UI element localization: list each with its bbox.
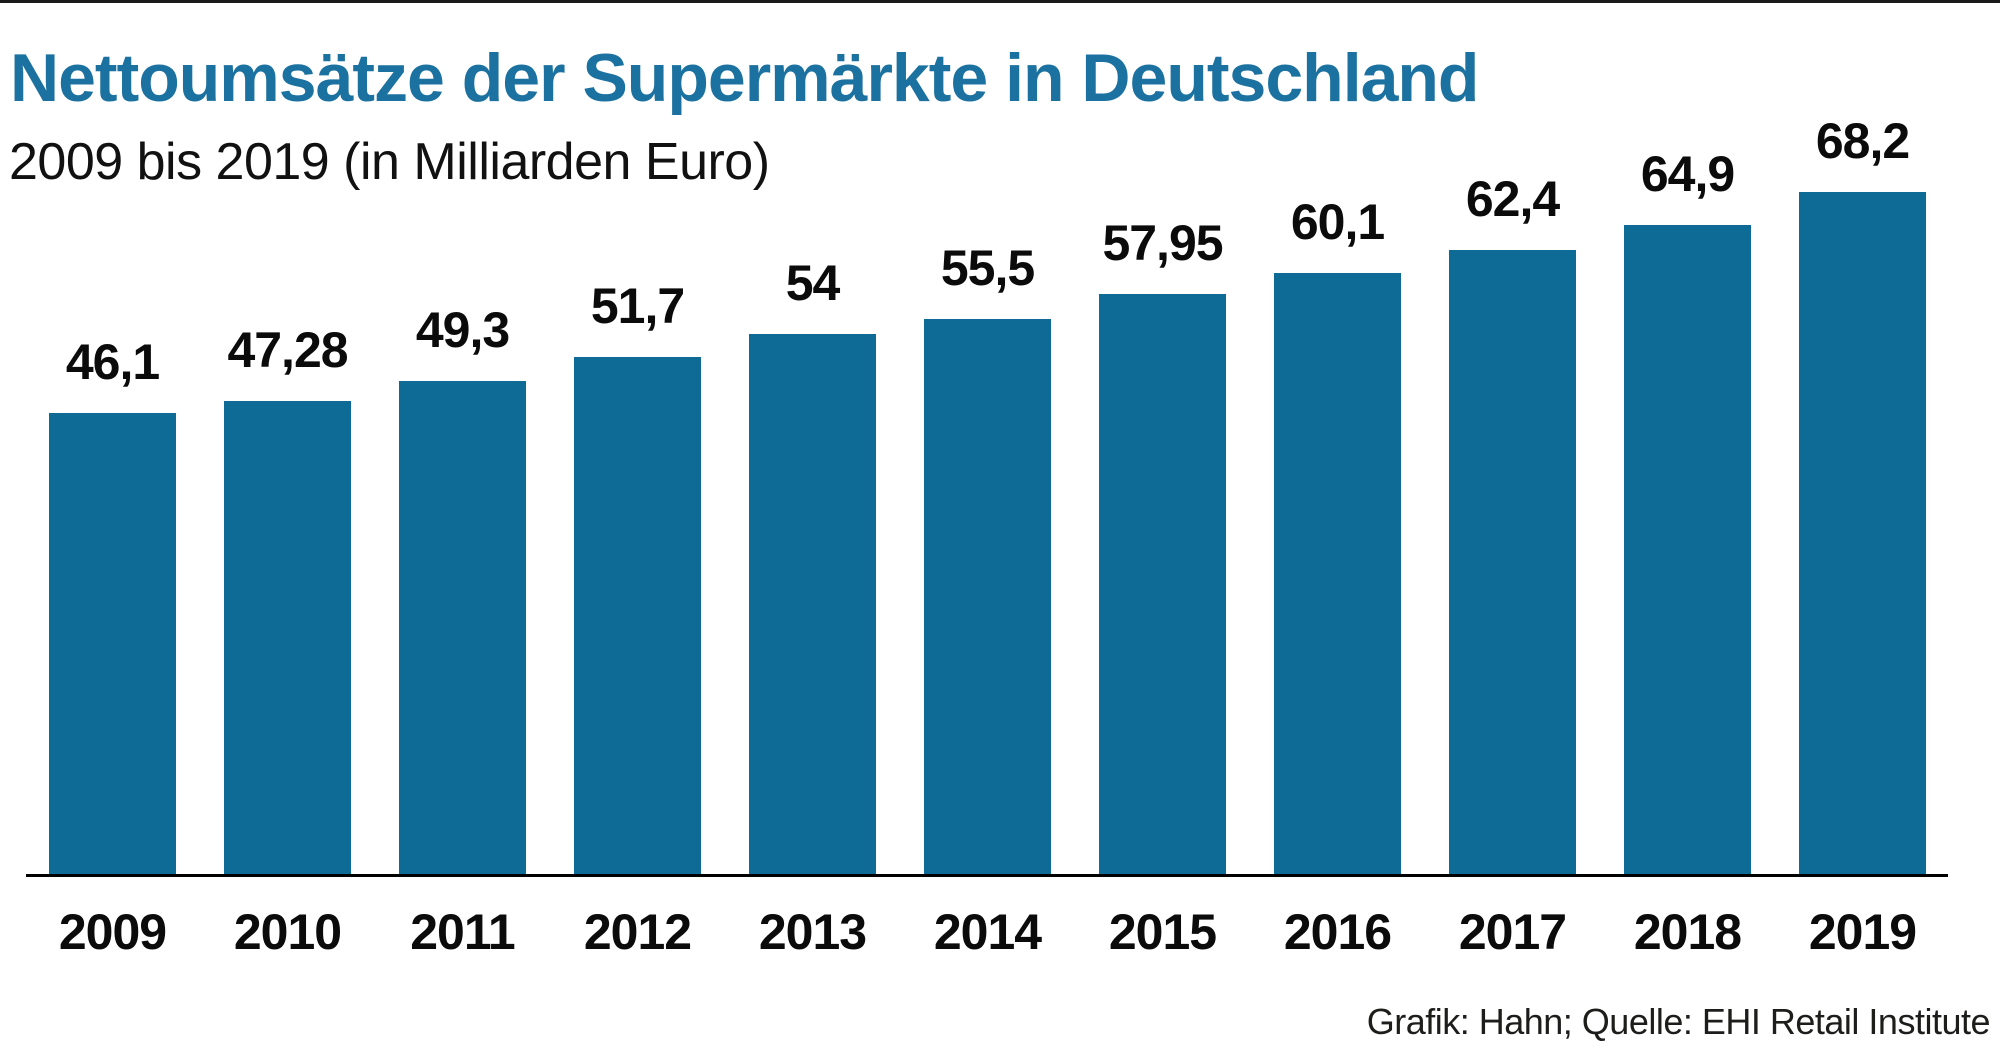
top-border-rule [0, 0, 2000, 3]
value-label-2017: 62,4 [1465, 171, 1560, 227]
value-label-2011: 49,3 [415, 302, 510, 358]
value-label-2010: 47,28 [227, 322, 348, 378]
bar-2010 [224, 401, 351, 874]
bar-2014 [924, 319, 1051, 874]
value-label-2013: 54 [785, 255, 841, 311]
year-label-2011: 2011 [410, 904, 515, 960]
value-label-2014: 55,5 [940, 240, 1035, 296]
value-label-2009: 46,1 [65, 334, 160, 390]
value-label-2016: 60,1 [1290, 194, 1385, 250]
bar-2019 [1799, 192, 1926, 874]
bar-2011 [399, 381, 526, 874]
year-label-2013: 2013 [758, 904, 867, 960]
bar-2013 [749, 334, 876, 874]
bar-2012 [574, 357, 701, 874]
year-label-2009: 2009 [58, 904, 167, 960]
value-label-2019: 68,2 [1815, 113, 1910, 169]
year-label-2015: 2015 [1108, 904, 1217, 960]
chart-title: Nettoumsätze der Supermärkte in Deutschl… [10, 40, 1479, 116]
year-label-2017: 2017 [1458, 904, 1567, 960]
bar-2016 [1274, 273, 1401, 874]
year-label-2012: 2012 [583, 904, 692, 960]
value-label-2018: 64,9 [1640, 146, 1735, 202]
year-label-2016: 2016 [1283, 904, 1392, 960]
bar-2018 [1624, 225, 1751, 874]
year-label-2019: 2019 [1808, 904, 1917, 960]
x-axis-line [26, 874, 1948, 877]
bar-2015 [1099, 294, 1226, 874]
bar-2017 [1449, 250, 1576, 874]
value-label-2015: 57,95 [1102, 215, 1223, 271]
year-label-2010: 2010 [233, 904, 342, 960]
value-label-2012: 51,7 [590, 278, 685, 334]
source-credit: Grafik: Hahn; Quelle: EHI Retail Institu… [1366, 1001, 1991, 1042]
year-label-2018: 2018 [1633, 904, 1742, 960]
year-label-2014: 2014 [933, 904, 1042, 960]
chart-subtitle: 2009 bis 2019 (in Milliarden Euro) [9, 133, 770, 191]
bar-2009 [49, 413, 176, 874]
